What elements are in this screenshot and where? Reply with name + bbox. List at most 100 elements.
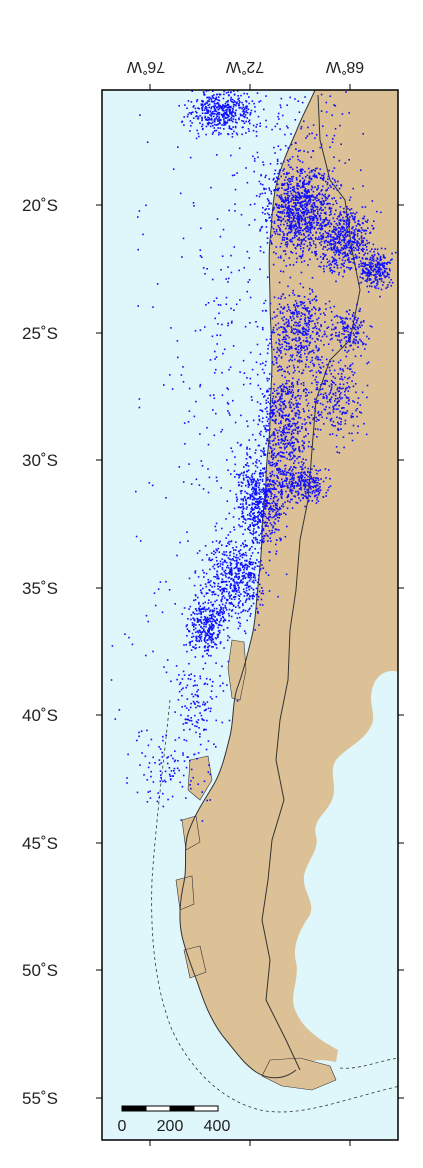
earthquake-point <box>333 260 336 262</box>
earthquake-point <box>307 230 309 233</box>
earthquake-point <box>291 311 294 313</box>
earthquake-point <box>356 415 358 418</box>
earthquake-point <box>288 221 291 223</box>
earthquake-point <box>204 583 207 585</box>
earthquake-point <box>353 258 355 260</box>
earthquake-point <box>294 196 297 198</box>
earthquake-point <box>314 401 316 403</box>
earthquake-point <box>376 282 378 284</box>
earthquake-point <box>263 188 265 191</box>
earthquake-point <box>292 468 294 471</box>
earthquake-point <box>331 256 333 258</box>
earthquake-point <box>318 419 320 421</box>
earthquake-point <box>298 450 301 453</box>
earthquake-point <box>334 226 337 229</box>
earthquake-point <box>292 371 295 374</box>
earthquake-point <box>242 505 244 508</box>
earthquake-point <box>254 577 256 579</box>
earthquake-point <box>268 480 271 482</box>
earthquake-point <box>243 122 246 124</box>
earthquake-point <box>374 275 377 278</box>
earthquake-point <box>260 455 262 458</box>
earthquake-point <box>217 127 219 129</box>
earthquake-point <box>288 325 291 327</box>
earthquake-point <box>306 339 308 342</box>
earthquake-point <box>305 345 308 348</box>
earthquake-point <box>372 265 374 267</box>
earthquake-point <box>318 236 320 238</box>
earthquake-point <box>307 471 309 474</box>
earthquake-point <box>335 408 338 411</box>
earthquake-point <box>257 596 260 598</box>
earthquake-point <box>263 488 265 491</box>
earthquake-point <box>196 621 199 623</box>
earthquake-point <box>248 439 250 441</box>
earthquake-point <box>267 390 270 393</box>
earthquake-point <box>324 392 327 394</box>
earthquake-point <box>342 226 344 228</box>
earthquake-point <box>219 565 221 567</box>
earthquake-point <box>275 488 277 491</box>
earthquake-point <box>287 393 290 395</box>
earthquake-point <box>229 568 231 571</box>
earthquake-point <box>315 345 317 347</box>
earthquake-point <box>273 463 276 465</box>
earthquake-point <box>312 320 314 322</box>
earthquake-point <box>239 625 241 627</box>
earthquake-point <box>301 466 303 468</box>
earthquake-point <box>267 401 270 403</box>
earthquake-point <box>295 209 298 212</box>
earthquake-point <box>308 494 310 497</box>
earthquake-point <box>317 470 320 472</box>
earthquake-point <box>323 330 326 333</box>
earthquake-point <box>319 201 322 204</box>
earthquake-point <box>294 197 297 200</box>
earthquake-point <box>298 193 301 196</box>
earthquake-point <box>253 487 255 489</box>
earthquake-point <box>306 191 308 193</box>
earthquake-point <box>314 357 317 360</box>
earthquake-point <box>211 639 213 641</box>
earthquake-point <box>276 502 278 505</box>
earthquake-point <box>246 567 248 569</box>
earthquake-point <box>256 565 259 567</box>
earthquake-point <box>207 83 209 85</box>
earthquake-point <box>283 237 286 239</box>
earthquake-point <box>271 226 273 228</box>
earthquake-point <box>285 426 288 429</box>
earthquake-point <box>290 230 293 233</box>
earthquake-point <box>315 333 318 335</box>
earthquake-point <box>236 582 238 585</box>
earthquake-point <box>316 383 318 386</box>
earthquake-point <box>273 486 276 489</box>
earthquake-point <box>290 491 292 493</box>
earthquake-point <box>250 613 252 615</box>
earthquake-point <box>377 261 380 263</box>
earthquake-point <box>315 477 317 479</box>
earthquake-point <box>328 406 331 409</box>
earthquake-point <box>244 564 246 567</box>
earthquake-point <box>324 383 326 385</box>
earthquake-point <box>347 213 350 216</box>
earthquake-point <box>275 362 278 364</box>
earthquake-point <box>309 197 311 199</box>
earthquake-point <box>225 113 227 115</box>
earthquake-point <box>210 122 213 125</box>
earthquake-point <box>308 211 310 214</box>
earthquake-point <box>290 486 292 488</box>
earthquake-point <box>356 432 359 434</box>
earthquake-point <box>292 417 295 420</box>
earthquake-point <box>249 532 252 534</box>
earthquake-point <box>228 591 231 593</box>
earthquake-point <box>287 207 290 210</box>
earthquake-point <box>300 356 302 359</box>
earthquake-point <box>337 427 339 430</box>
earthquake-point <box>367 361 370 364</box>
earthquake-point <box>308 176 311 179</box>
earthquake-point <box>338 386 341 389</box>
earthquake-point <box>346 326 348 328</box>
earthquake-point <box>265 208 268 210</box>
earthquake-point <box>315 469 317 471</box>
earthquake-point <box>254 470 257 473</box>
earthquake-point <box>221 588 223 590</box>
